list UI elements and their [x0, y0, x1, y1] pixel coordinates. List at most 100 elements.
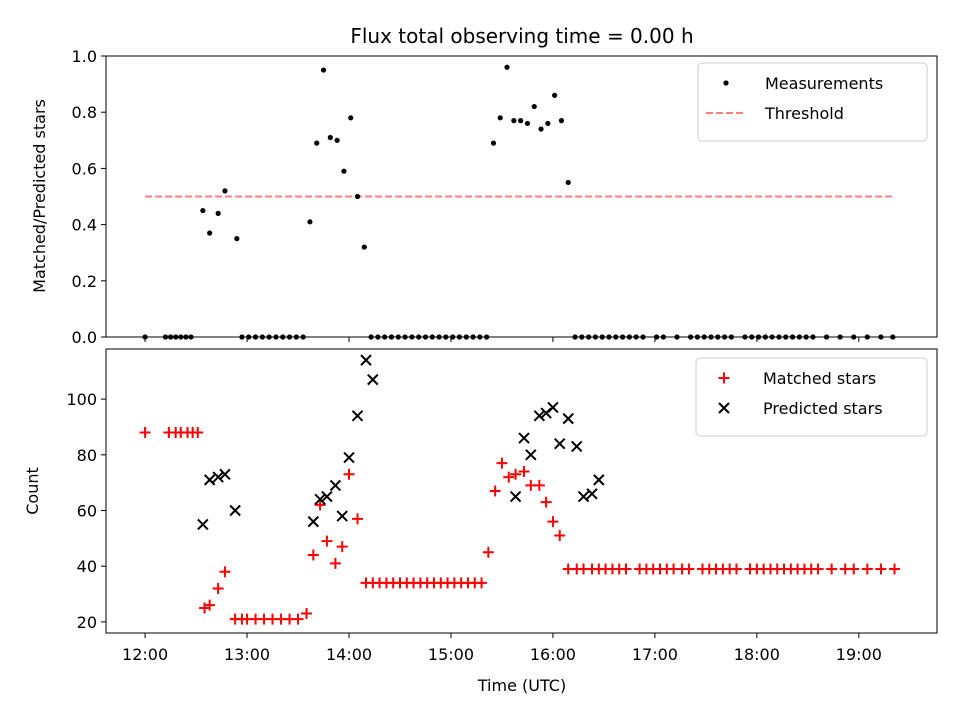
- predicted-star-point: [547, 401, 559, 414]
- measurement-point: [490, 140, 497, 146]
- bottom-y-tick-label: 20: [77, 613, 97, 632]
- legend-matched-marker: [718, 372, 730, 384]
- matched-star-point: [199, 602, 211, 614]
- predicted-star-point: [586, 488, 598, 500]
- bottom-y-tick-label: 60: [77, 501, 97, 520]
- predicted-star-point: [229, 504, 241, 517]
- measurement-point: [334, 137, 340, 143]
- matched-star-point: [554, 530, 566, 542]
- bottom-x-tick-label: 19:00: [836, 645, 882, 664]
- matched-star-point: [503, 471, 515, 483]
- legend-predicted-marker: [718, 402, 730, 414]
- matched-star-point: [329, 557, 341, 569]
- matched-star-point: [212, 582, 224, 594]
- measurement-point: [354, 193, 361, 200]
- legend-entry-label: Predicted stars: [763, 399, 883, 418]
- matched-star-point: [848, 563, 860, 575]
- top-y-tick-label: 1.0: [72, 47, 97, 66]
- chart-title: Flux total observing time = 0.00 h: [350, 24, 693, 48]
- predicted-star-point: [571, 440, 583, 453]
- top-x-axis: [144, 337, 860, 342]
- predicted-star-point: [197, 518, 209, 531]
- predicted-star-point: [329, 479, 342, 492]
- top-y-tick-label: 0.6: [72, 159, 97, 178]
- predicted-star-point: [360, 354, 372, 366]
- top-plot-frame: [105, 55, 938, 338]
- matched-star-point: [482, 546, 494, 558]
- top-y-tick-label: 0.0: [72, 328, 97, 347]
- matched-star-point: [683, 563, 695, 575]
- predicted-star-point: [314, 493, 326, 506]
- bottom-y-axis: 20 40 60 80 100: [66, 390, 106, 632]
- predicted-star-point: [593, 474, 605, 486]
- predicted-star-point: [212, 471, 224, 483]
- predicted-star-point: [219, 468, 231, 481]
- bottom-x-axis: 12:00 13:00 14:00 15:00 16:00 17:00 18:00 19:00: [122, 633, 882, 664]
- measurement-point: [222, 188, 228, 194]
- matched-star-point: [292, 613, 304, 625]
- bottom-legend: Matched stars Predicted stars: [695, 357, 928, 437]
- predicted-star-point: [351, 410, 364, 422]
- top-y-tick-label: 0.4: [72, 216, 97, 235]
- matched-star-point: [139, 427, 151, 439]
- measurement-point: [565, 179, 571, 186]
- bottom-y-tick-label: 80: [77, 446, 97, 465]
- matched-star-point: [620, 563, 632, 575]
- matched-star-point: [861, 563, 873, 575]
- bottom-x-tick-label: 16:00: [530, 645, 576, 664]
- measurement-point: [361, 244, 367, 250]
- matched-star-point: [533, 479, 545, 491]
- top-y-tick-label: 0.2: [72, 272, 97, 291]
- matched-star-point: [352, 513, 364, 525]
- predicted-star-point: [577, 490, 590, 503]
- bottom-y-axis-label: Count: [23, 467, 42, 515]
- bottom-panel: 20 40 60 80 100 12:00 13:00 14:00 15:00 16:00 17:…: [23, 348, 938, 695]
- predicted-star-point: [518, 432, 530, 444]
- matched-star-point: [314, 499, 326, 511]
- matched-star-point: [730, 563, 742, 575]
- legend-box: [697, 62, 928, 142]
- top-y-tick-label: 0.8: [72, 103, 97, 122]
- bottom-y-tick-label: 100: [66, 390, 97, 409]
- bottom-x-tick-label: 13:00: [224, 645, 270, 664]
- bottom-x-tick-label: 15:00: [428, 645, 474, 664]
- top-panel: Flux total observing time = 0.00 h 0.00.…: [30, 24, 938, 347]
- predicted-star-point: [336, 510, 348, 522]
- measurement-point: [531, 103, 537, 110]
- matched-star-point: [510, 468, 522, 480]
- measurement-point: [307, 219, 313, 225]
- predicted-star-point: [307, 515, 320, 528]
- measurement-point: [524, 120, 531, 127]
- measurement-point: [200, 207, 206, 214]
- legend-entry-label: Measurements: [765, 74, 883, 93]
- matched-star-point: [889, 563, 901, 575]
- measurement-point: [545, 120, 551, 127]
- matched-star-point: [321, 535, 333, 547]
- matched-star-point: [336, 541, 348, 553]
- matched-star-point: [307, 549, 319, 561]
- matched-star-point: [476, 577, 488, 589]
- measurement-point: [504, 64, 510, 70]
- matched-star-point: [518, 466, 530, 478]
- bottom-x-tick-label: 17:00: [632, 645, 678, 664]
- legend-entry-label: Matched stars: [763, 369, 876, 388]
- matched-star-point: [826, 563, 838, 575]
- measurement-point: [518, 118, 524, 124]
- predicted-star-point: [203, 474, 216, 486]
- legend-box: [695, 357, 928, 437]
- matched-star-point: [219, 566, 231, 578]
- measurement-point: [558, 118, 565, 124]
- bottom-x-axis-label: Time (UTC): [477, 676, 566, 695]
- bottom-x-tick-label: 12:00: [122, 645, 168, 664]
- measurement-point: [207, 230, 213, 236]
- bottom-marks: [139, 354, 901, 625]
- matched-star-point: [301, 608, 313, 620]
- matched-star-point: [192, 427, 204, 439]
- matched-star-point: [547, 516, 559, 528]
- legend-entry-label: Threshold: [764, 104, 844, 123]
- matched-star-point: [496, 457, 508, 469]
- bottom-y-tick-label: 40: [77, 557, 97, 576]
- matched-star-point: [343, 468, 355, 480]
- top-y-axis: 0.0 0.2 0.4 0.6 0.8 1.0: [72, 47, 106, 347]
